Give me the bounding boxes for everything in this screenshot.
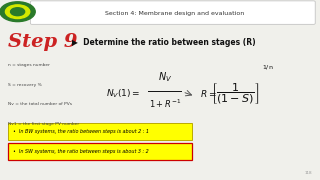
Bar: [8, 123, 192, 140]
Circle shape: [0, 2, 35, 22]
Text: $1 + R^{-1}$: $1 + R^{-1}$: [149, 97, 181, 110]
Text: $\mathregular{1/n}$: $\mathregular{1/n}$: [262, 63, 274, 71]
Text: $N_V(1) =$: $N_V(1) =$: [106, 87, 140, 100]
Circle shape: [11, 8, 25, 16]
Text: •  In BW systems, the ratio between steps is about 2 : 1: • In BW systems, the ratio between steps…: [13, 129, 149, 134]
Text: $N_V$: $N_V$: [158, 71, 172, 84]
Text: 118: 118: [304, 172, 312, 176]
Text: $R=$: $R=$: [200, 88, 217, 99]
FancyBboxPatch shape: [30, 1, 315, 24]
Text: Nv = the total number of PVs: Nv = the total number of PVs: [8, 102, 72, 106]
Text: Step 9: Step 9: [8, 33, 77, 51]
Text: Section 4: Membrane design and evaluation: Section 4: Membrane design and evaluatio…: [105, 11, 244, 16]
Bar: [8, 143, 192, 160]
Text: •  In SW systems, the ratio between steps is about 3 : 2: • In SW systems, the ratio between steps…: [13, 149, 148, 154]
Text: ▶  Determine the ratio between stages (R): ▶ Determine the ratio between stages (R): [72, 38, 256, 47]
Text: $\left[\dfrac{1}{(1 - S)}\right]$: $\left[\dfrac{1}{(1 - S)}\right]$: [211, 81, 260, 106]
Text: n = stages number: n = stages number: [8, 63, 50, 67]
Text: Nv1 = the first stage PV number: Nv1 = the first stage PV number: [8, 122, 79, 126]
Text: S = recovery %: S = recovery %: [8, 83, 42, 87]
Circle shape: [5, 5, 30, 19]
